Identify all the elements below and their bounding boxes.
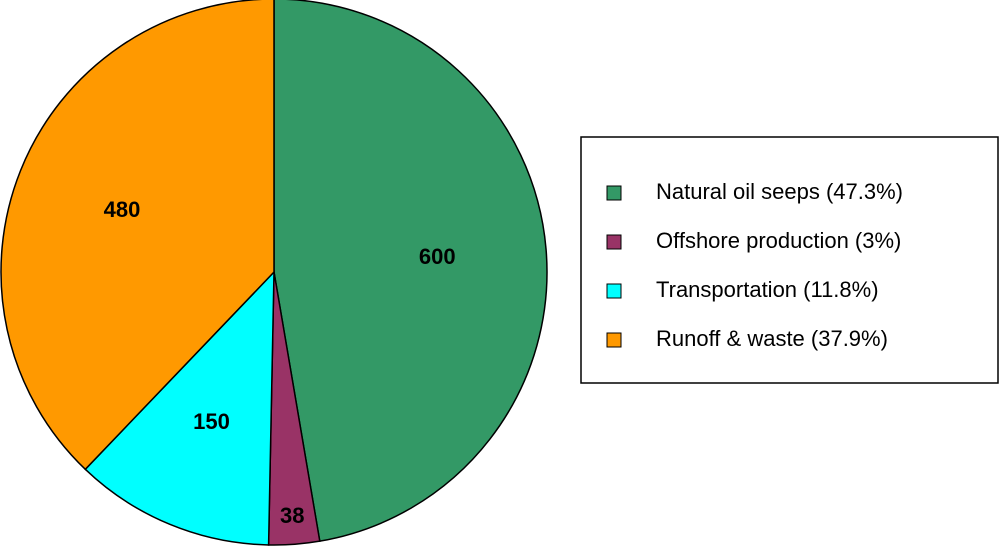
legend-label: Offshore production (3%) bbox=[656, 228, 901, 253]
legend-label: Natural oil seeps (47.3%) bbox=[656, 179, 903, 204]
legend-label: Transportation (11.8%) bbox=[656, 277, 879, 302]
legend-swatch bbox=[606, 332, 622, 348]
data-label: 480 bbox=[104, 197, 141, 222]
pie-slice bbox=[0, 0, 275, 471]
data-label: 150 bbox=[193, 409, 230, 434]
legend-swatch bbox=[606, 185, 622, 201]
legend-swatch bbox=[606, 234, 622, 250]
pie-slice bbox=[273, 0, 548, 543]
data-label: 38 bbox=[280, 503, 304, 528]
data-label: 600 bbox=[419, 244, 456, 269]
legend-label: Runoff & waste (37.9%) bbox=[656, 326, 888, 351]
legend-swatch bbox=[606, 283, 622, 299]
pie-slice bbox=[84, 270, 275, 546]
legend-box bbox=[580, 136, 999, 384]
